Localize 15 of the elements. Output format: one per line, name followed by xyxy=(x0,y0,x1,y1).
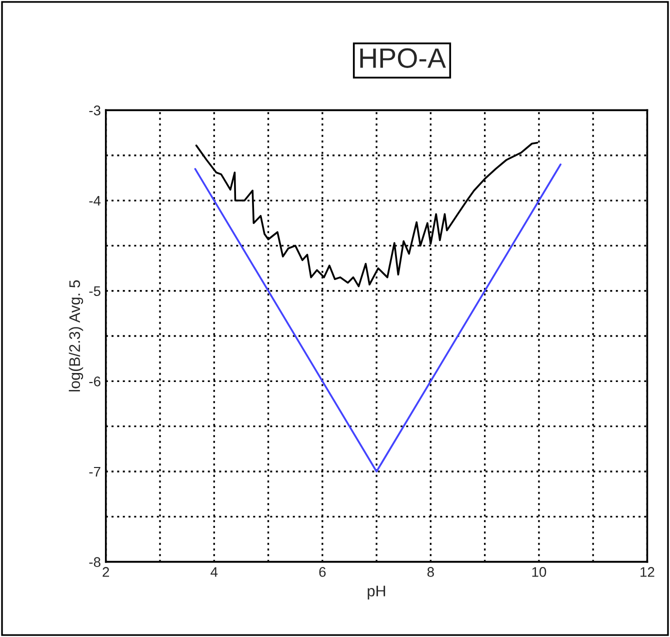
y-tick-label: -6 xyxy=(89,376,100,386)
chart-title: HPO-A xyxy=(360,48,446,68)
y-tick-label: -8 xyxy=(89,557,100,568)
y-tick-label: -4 xyxy=(89,196,101,206)
y-tick-label: -3 xyxy=(89,106,100,116)
x-tick-label: 8 xyxy=(427,567,434,577)
y-tick-label: -5 xyxy=(89,286,100,296)
x-axis-title: pH xyxy=(368,586,386,600)
x-tick-label: 10 xyxy=(532,567,546,577)
y-tick-label: -7 xyxy=(89,466,100,477)
x-tick-label: 6 xyxy=(319,567,326,577)
x-tick-label: 12 xyxy=(640,567,654,577)
x-tick-label: 2 xyxy=(102,567,110,577)
y-axis-title: log(B/2.3) Avg. 5 xyxy=(68,280,84,392)
x-tick-label: 4 xyxy=(210,567,218,577)
